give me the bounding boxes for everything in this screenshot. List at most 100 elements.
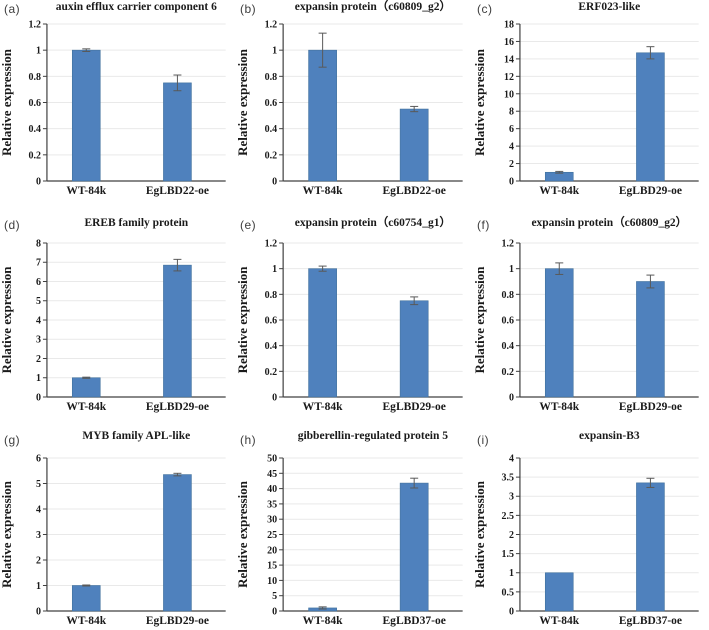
chart-title: expansin-B3 <box>579 430 640 442</box>
bar <box>636 482 665 612</box>
y-tick-label: 5 <box>36 296 41 307</box>
y-tick-label: 0.5 <box>501 587 513 598</box>
y-axis-label: Relative expression <box>236 48 250 156</box>
panel-label: (d) <box>4 218 21 232</box>
y-axis-label: Relative expression <box>473 480 487 588</box>
x-category-label: WT-84k <box>539 615 579 627</box>
y-tick-label: 0 <box>509 176 514 187</box>
y-tick-label: 0.2 <box>265 367 278 378</box>
bar <box>399 300 429 398</box>
chart-panel: (h) 0 5 10 15 20 25 30 35 40 45 50 WT-84k EgLBD37-oe… <box>236 420 473 630</box>
x-category-label: WT-84k <box>539 185 579 197</box>
chart-panel: (a) 0 0.2 0.4 0.6 0.8 1 1.2 WT-84k EgLBD22-oe aux… <box>0 0 236 210</box>
bar <box>636 52 665 182</box>
y-tick-label: 18 <box>504 19 514 30</box>
y-tick-label: 10 <box>504 89 514 100</box>
y-tick-label: 4 <box>36 315 41 326</box>
bar <box>71 585 101 612</box>
y-tick-label: 0.4 <box>501 341 513 352</box>
y-tick-label: 2.5 <box>501 511 513 522</box>
y-axis-label: Relative expression <box>0 48 14 156</box>
y-tick-label: 0 <box>509 392 514 403</box>
chart-panel: (b) 0 0.2 0.4 0.6 0.8 1 1.2 WT-84k EgLBD22-oe exp… <box>236 0 473 210</box>
y-tick-label: 1 <box>36 373 41 384</box>
x-category-label: EgLBD29-oe <box>619 401 682 413</box>
y-tick-label: 0.6 <box>265 316 278 327</box>
y-axis-label: Relative expression <box>473 48 487 156</box>
bar-chart: 0 2 4 6 8 10 12 14 16 18 WT-84k EgLBD29-oe ERF023-li… <box>473 1 699 197</box>
chart-panel: (i) 0 0.5 1 1.5 2 2.5 3 3.5 4 WT-84k EgLBD37-oe exp… <box>473 420 709 630</box>
y-axis-label: Relative expression <box>236 266 250 374</box>
bar-chart: 0 0.2 0.4 0.6 0.8 1 1.2 WT-84k EgLBD22-oe expansi… <box>236 0 463 197</box>
y-tick-label: 14 <box>504 54 514 65</box>
y-tick-label: 1.2 <box>501 238 513 249</box>
y-tick-label: 40 <box>267 484 277 495</box>
y-tick-label: 0 <box>272 393 277 404</box>
y-tick-label: 45 <box>267 469 277 480</box>
bar-chart: 0 1 2 3 4 5 6 WT-84k EgLBD29-oe MYB family APL-li… <box>0 430 226 627</box>
panel-label: (b) <box>240 2 257 16</box>
chart-title: EREB family protein <box>84 217 188 229</box>
y-axis-label: Relative expression <box>473 266 487 374</box>
y-tick-label: 1 <box>36 46 41 57</box>
x-category-label: WT-84k <box>539 401 579 413</box>
chart-title: expansin protein（c60809_g2） <box>295 0 451 13</box>
y-tick-label: 1.2 <box>28 19 40 30</box>
bar <box>308 49 337 182</box>
y-tick-label: 6 <box>509 124 514 135</box>
y-tick-label: 0 <box>36 392 41 403</box>
y-tick-label: 2 <box>36 555 41 566</box>
x-category-label: WT-84k <box>303 615 344 627</box>
panel-label: (g) <box>4 433 21 447</box>
panel-label: (f) <box>477 218 490 232</box>
y-tick-label: 12 <box>504 72 514 83</box>
y-tick-label: 0.8 <box>265 72 278 83</box>
chart-panel: (g) 0 1 2 3 4 5 6 WT-84k EgLBD29-oe MYB family AP… <box>0 420 236 630</box>
x-category-label: EgLBD29-oe <box>146 615 209 627</box>
y-tick-label: 30 <box>267 515 277 526</box>
y-tick-label: 35 <box>267 499 277 510</box>
y-axis-label: Relative expression <box>236 480 250 588</box>
chart-title: MYB family APL-like <box>82 430 190 442</box>
y-tick-label: 6 <box>36 277 41 288</box>
y-tick-label: 3 <box>36 335 41 346</box>
y-tick-label: 7 <box>36 258 41 269</box>
y-tick-label: 0 <box>272 607 277 618</box>
bar-chart: 0 1 2 3 4 5 6 7 8 WT-84k EgLBD29-oe EREB family pro… <box>0 217 226 413</box>
y-tick-label: 0 <box>272 177 277 188</box>
bar-chart: 0 0.2 0.4 0.6 0.8 1 1.2 WT-84k EgLBD29-oe expansi… <box>473 215 699 413</box>
bar <box>544 572 574 612</box>
x-category-label: EgLBD37-oe <box>383 615 446 627</box>
bar <box>399 108 429 182</box>
y-tick-label: 0.2 <box>28 150 40 161</box>
x-category-label: EgLBD29-oe <box>619 185 682 197</box>
y-tick-label: 3 <box>36 530 41 541</box>
y-tick-label: 0.6 <box>28 98 40 109</box>
y-tick-label: 4 <box>509 453 514 464</box>
y-tick-label: 3.5 <box>501 473 513 484</box>
y-tick-label: 0.4 <box>265 341 278 352</box>
y-tick-label: 1.5 <box>501 549 513 560</box>
y-tick-label: 0 <box>36 606 41 617</box>
y-tick-label: 4 <box>36 504 41 515</box>
chart-panel: (e) 0 0.2 0.4 0.6 0.8 1 1.2 WT-84k EgLBD29-oe exp… <box>236 210 473 420</box>
bar <box>71 49 101 182</box>
y-tick-label: 0.4 <box>265 124 278 135</box>
panel-label: (c) <box>477 2 493 16</box>
bar <box>636 281 665 398</box>
chart-panel: (d) 0 1 2 3 4 5 6 7 8 WT-84k EgLBD29-oe EREB family… <box>0 210 236 420</box>
bar-chart: 0 5 10 15 20 25 30 35 40 45 50 WT-84k EgLBD37-oe gibb… <box>236 430 463 627</box>
y-tick-label: 2 <box>36 354 41 365</box>
y-tick-label: 6 <box>36 453 41 464</box>
y-tick-label: 5 <box>272 591 277 602</box>
y-tick-label: 2 <box>509 530 514 541</box>
bar-chart: 0 0.5 1 1.5 2 2.5 3 3.5 4 WT-84k EgLBD37-oe expansi… <box>473 430 699 627</box>
chart-title: ERF023-like <box>578 1 640 13</box>
y-tick-label: 5 <box>36 479 41 490</box>
y-tick-label: 4 <box>509 142 514 153</box>
y-tick-label: 20 <box>267 545 277 556</box>
y-tick-label: 0.8 <box>28 72 40 83</box>
y-axis-label: Relative expression <box>0 480 14 588</box>
x-category-label: EgLBD29-oe <box>146 401 209 413</box>
